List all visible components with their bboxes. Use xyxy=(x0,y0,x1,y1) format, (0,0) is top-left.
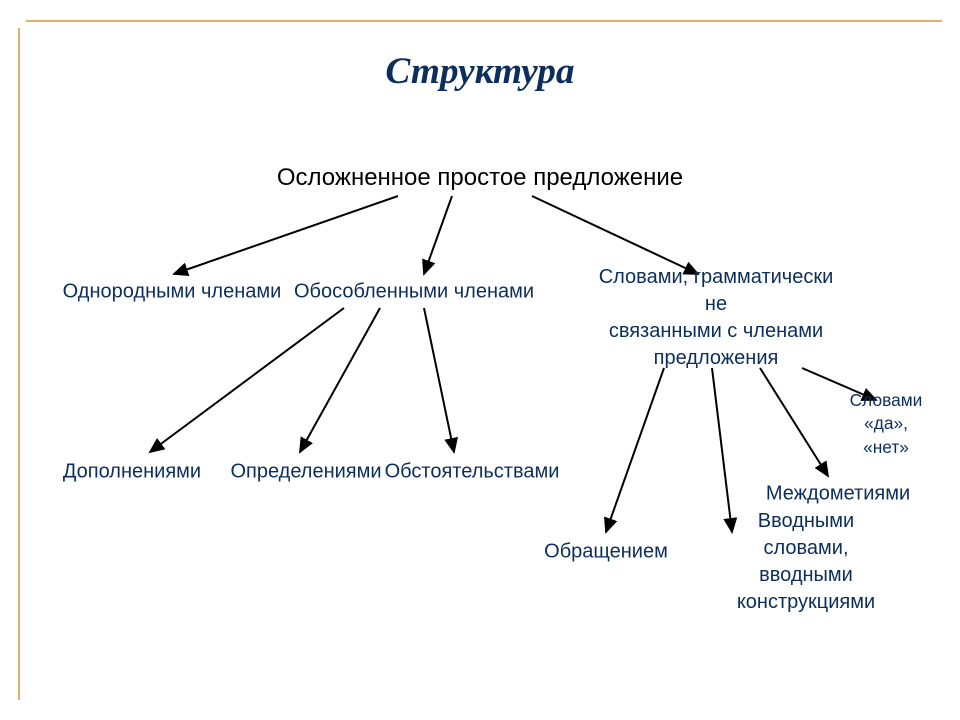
node-opr: Определениями xyxy=(230,459,381,486)
edge-gram-obr xyxy=(606,368,664,532)
node-mezh: Междометиями xyxy=(766,481,910,508)
node-root: Осложненное простое предложение xyxy=(277,162,683,194)
edge-isol-opr xyxy=(300,308,380,452)
edge-gram-mezh xyxy=(760,368,828,476)
node-gram: Словами, грамматически не связанными с ч… xyxy=(594,264,838,372)
node-obst: Обстоятельствами xyxy=(385,459,560,486)
node-vvod: Вводными словами, вводными конструкциями xyxy=(729,508,883,616)
edge-isol-dop xyxy=(150,308,344,452)
frame-left xyxy=(18,28,20,700)
edge-root-gram xyxy=(532,196,698,274)
edge-root-homog xyxy=(174,196,398,274)
node-homog: Однородными членами xyxy=(63,279,282,306)
node-isol: Обособленными членами xyxy=(294,279,534,306)
edge-root-isol xyxy=(424,196,452,274)
node-dop: Дополнениями xyxy=(63,459,201,486)
diagram-title: Структура xyxy=(0,50,960,93)
edge-isol-obst xyxy=(424,308,454,452)
node-danet: Словами «да», «нет» xyxy=(849,389,923,459)
frame-top xyxy=(26,20,942,22)
node-obr: Обращением xyxy=(544,539,668,566)
